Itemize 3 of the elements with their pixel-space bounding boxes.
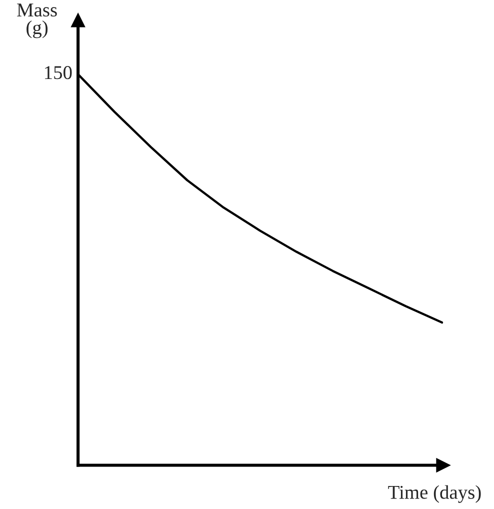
x-axis-title: Time (days) <box>388 485 481 503</box>
y-axis-title: Mass (g) <box>17 4 57 38</box>
text: 150 <box>45 66 72 80</box>
